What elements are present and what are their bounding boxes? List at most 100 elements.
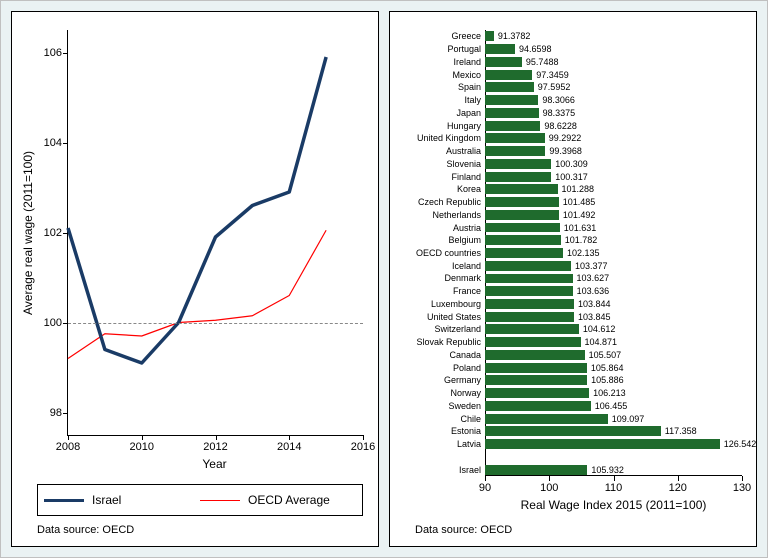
bar-value: 94.6598 [519, 44, 552, 54]
bar-rect [485, 223, 560, 233]
bar-row: 97.5952 [485, 82, 570, 92]
bar-rect [485, 44, 515, 54]
bar-row: 104.871 [485, 337, 617, 347]
country-label: Hungary [447, 121, 485, 131]
bar-value: 97.5952 [538, 82, 571, 92]
bar-value: 105.507 [589, 350, 622, 360]
bar-value: 101.782 [565, 235, 598, 245]
bar-rect [485, 375, 587, 385]
bar-value: 103.845 [578, 312, 611, 322]
bar-rect [485, 95, 538, 105]
bar-row: 103.627 [485, 274, 609, 284]
bar-row: 103.377 [485, 261, 607, 271]
bar-row: 103.636 [485, 286, 609, 296]
bar-value: 105.932 [591, 465, 624, 475]
country-label: Netherlands [432, 210, 485, 220]
bar-rect [485, 324, 579, 334]
country-label: Australia [446, 146, 485, 156]
bar-value: 106.455 [595, 401, 628, 411]
bar-row: 102.135 [485, 248, 600, 258]
bar-row: 99.2922 [485, 133, 581, 143]
country-label: Mexico [452, 70, 485, 80]
bar-value: 101.485 [563, 197, 596, 207]
bar-row: 98.3066 [485, 95, 575, 105]
legend-label: Israel [92, 493, 121, 507]
country-label: Japan [456, 108, 485, 118]
bar-value: 105.864 [591, 363, 624, 373]
line-chart-panel: Average real wage (2011=100) 98100102104… [11, 11, 379, 547]
bar-value: 95.7488 [526, 57, 559, 67]
bar-value: 109.097 [612, 414, 645, 424]
bar-value: 126.542 [724, 439, 757, 449]
bar-value: 91.3782 [498, 31, 531, 41]
bar-rect [485, 426, 661, 436]
bar-row: 106.213 [485, 388, 626, 398]
bar-rect [485, 439, 720, 449]
bar-value: 99.2922 [549, 133, 582, 143]
country-label: Latvia [457, 439, 485, 449]
country-label: Germany [444, 375, 485, 385]
bar-plot-area: 91.3782 94.6598 95.7488 97.3459 97.5952 98.30… [485, 30, 742, 476]
bar-row: 95.7488 [485, 57, 558, 67]
country-label: Portugal [447, 44, 485, 54]
data-source-note-right: Data source: OECD [415, 524, 512, 536]
bar-row: 94.6598 [485, 44, 551, 54]
legend-swatch [200, 500, 240, 501]
line-series-svg [68, 30, 363, 435]
bar-rect [485, 210, 559, 220]
bar-rect [485, 133, 545, 143]
bar-row: 105.886 [485, 375, 624, 385]
country-label: Poland [453, 363, 485, 373]
country-label: Sweden [448, 401, 485, 411]
bar-row: 109.097 [485, 414, 644, 424]
country-label: Greece [451, 31, 485, 41]
country-label: Belgium [448, 235, 485, 245]
bar-rect [485, 465, 587, 475]
bar-row: 126.542 [485, 439, 756, 449]
bar-rect [485, 312, 574, 322]
country-label: Luxembourg [431, 299, 485, 309]
bar-value: 97.3459 [536, 70, 569, 80]
country-label: Denmark [444, 273, 485, 283]
country-label: Czech Republic [418, 197, 485, 207]
country-label: Austria [453, 223, 485, 233]
bar-value: 117.358 [665, 426, 697, 436]
country-label: OECD countries [416, 248, 485, 258]
country-label: Estonia [451, 426, 485, 436]
bar-rect [485, 261, 571, 271]
bar-value: 105.886 [591, 375, 624, 385]
israel-line [68, 57, 326, 363]
panels-row: Average real wage (2011=100) 98100102104… [11, 11, 757, 547]
bar-row: 99.3968 [485, 146, 582, 156]
bar-value: 101.288 [562, 184, 595, 194]
country-label: Korea [457, 184, 485, 194]
bar-value: 102.135 [567, 248, 600, 258]
bar-value: 103.636 [577, 286, 610, 296]
bar-row: 100.317 [485, 172, 588, 182]
bar-row: 106.455 [485, 401, 627, 411]
bar-rect [485, 350, 585, 360]
bar-row: 101.782 [485, 235, 597, 245]
bar-rect [485, 159, 551, 169]
bar-value: 98.3375 [543, 108, 576, 118]
bar-value: 106.213 [593, 388, 626, 398]
legend-swatch [44, 499, 84, 502]
bar-row: 91.3782 [485, 31, 530, 41]
bar-row-highlight: 105.932 [485, 465, 624, 475]
legend-item: OECD Average [200, 493, 356, 507]
x-axis-label: Year [202, 457, 226, 471]
bar-rect [485, 388, 589, 398]
bar-chart-panel: 91.3782 94.6598 95.7488 97.3459 97.5952 98.30… [389, 11, 757, 547]
bar-value: 104.871 [585, 337, 618, 347]
country-label: France [453, 286, 485, 296]
bar-value: 98.6228 [544, 121, 577, 131]
bar-rect [485, 248, 563, 258]
bar-rect [485, 337, 581, 347]
country-label: Chile [460, 414, 485, 424]
bar-rect [485, 82, 534, 92]
bar-rect [485, 70, 532, 80]
bar-row: 101.288 [485, 184, 594, 194]
bar-row: 103.845 [485, 312, 611, 322]
bar-value: 103.844 [578, 299, 611, 309]
bar-rect [485, 184, 558, 194]
